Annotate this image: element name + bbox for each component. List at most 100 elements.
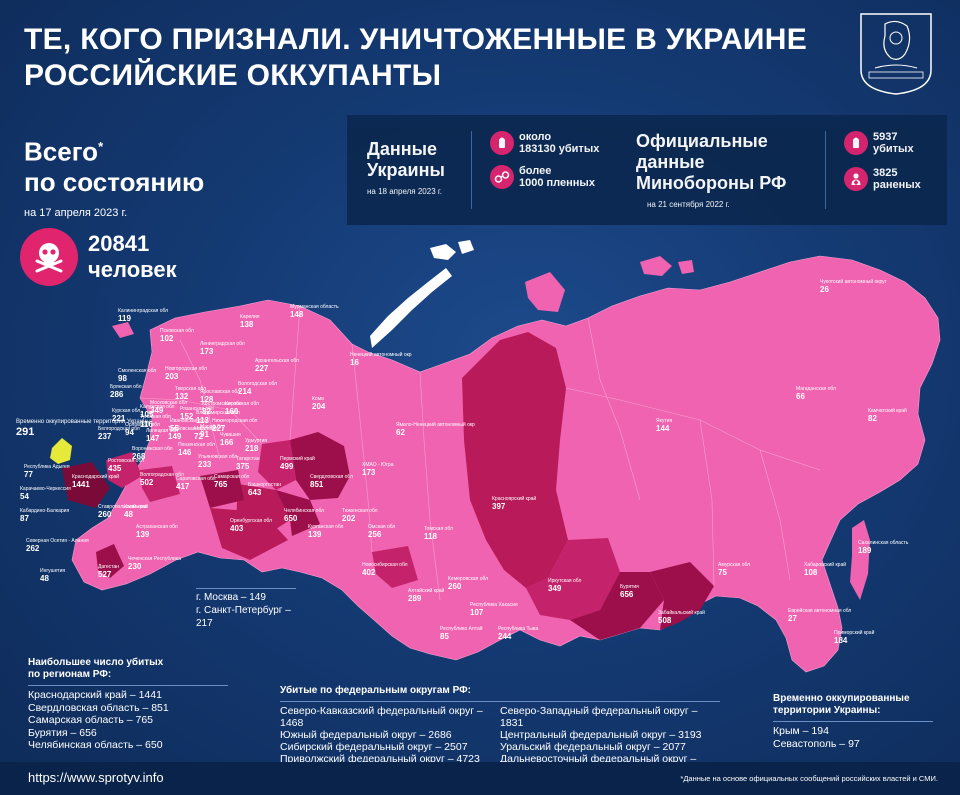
total-count-unit: человек xyxy=(88,257,177,282)
region-name: Тюменская обл xyxy=(342,508,378,514)
region-name: Ростовская обл xyxy=(108,458,144,464)
region-label-kemerovo: Кемеровская обл 260 xyxy=(448,576,488,591)
region-name: Ленинградская обл xyxy=(200,341,245,347)
region-value: 82 xyxy=(868,414,877,423)
region-value: 66 xyxy=(796,392,805,401)
region-label-tatarstan: Татарстан 375 xyxy=(236,456,260,471)
region-name: Кабардино-Балкария xyxy=(20,508,69,514)
region-name: Мурманская область xyxy=(290,304,339,310)
region-name: ХМАО - Югра xyxy=(362,462,394,468)
title-line-2: РОССИЙСКИЕ ОККУПАНТЫ xyxy=(24,59,442,92)
region-label-stavropol: Ставропольский край 260 xyxy=(98,503,148,519)
city-moscow: г. Москва – 149 xyxy=(196,592,266,603)
region-label-tyumen: Тюменская обл 202 xyxy=(342,508,378,523)
ukraine-killed-2: 183130 убитых xyxy=(519,143,600,155)
region-label-tuva: Республика Тыва 244 xyxy=(498,626,539,641)
region-name: Белгородская обл xyxy=(98,426,140,432)
ukraine-captured-1: более xyxy=(519,165,552,177)
buryatia-region xyxy=(570,572,664,640)
site-link[interactable]: https://www.sprotyv.info xyxy=(28,770,164,785)
ukraine-captured-2: 1000 пленных xyxy=(519,177,595,189)
region-name: Челябинская обл xyxy=(284,508,324,514)
region-label-krasnodar: Краснодарский край 1441 xyxy=(72,473,119,489)
region-name: Псковская обл xyxy=(160,328,194,334)
region-label-murmansk: Мурманская область 148 xyxy=(290,304,339,319)
franz-josef-island xyxy=(430,240,474,260)
region-label-kalmykia: Калмыкия 48 xyxy=(124,504,148,519)
region-label-volgograd: Волгоградская обл 502 xyxy=(140,472,184,487)
region-label-nizhny: Нижегородская обл 227 xyxy=(212,418,257,433)
region-label-kursk: Курская обл 221 xyxy=(112,408,140,423)
region-value: 397 xyxy=(492,502,506,511)
region-label-nenets: Ненецкий автономный окр 16 xyxy=(350,351,412,367)
region-value: 230 xyxy=(128,562,142,571)
region-label-vladimir: Владимирская обл 113 xyxy=(196,410,240,425)
federal-item: Уральский федеральный округ – 2077 xyxy=(500,741,686,753)
total-heading-1: Всего xyxy=(24,136,99,167)
region-value: 107 xyxy=(470,608,484,617)
region-label-pskov: Псковская обл 102 xyxy=(160,328,194,343)
region-value: 417 xyxy=(176,482,190,491)
region-label-omsk: Омская обл 256 xyxy=(368,524,395,539)
region-name: Кемеровская обл xyxy=(448,576,488,582)
region-name: Новгородская обл xyxy=(165,366,207,372)
region-label-leningrad: Ленинградская обл 173 xyxy=(200,341,245,356)
region-label-tver: Тверская обл 132 xyxy=(175,386,206,401)
region-name: Курская обл xyxy=(112,408,140,414)
ukraine-data-date: на 18 апреля 2023 г. xyxy=(367,187,443,196)
region-label-kaluga: Калужская обл 105 xyxy=(140,404,175,419)
region-value: 203 xyxy=(165,372,179,381)
region-label-tomsk: Томская обл 118 xyxy=(424,526,453,541)
divider xyxy=(28,685,228,686)
region-value: 403 xyxy=(230,524,244,533)
top-region-item: Свердловская область – 851 xyxy=(28,701,169,714)
region-value: 166 xyxy=(220,438,234,447)
region-label-astrakhan: Астраханская обл 139 xyxy=(136,524,178,539)
total-heading: Всего* по состоянию xyxy=(24,132,204,197)
volgograd-region xyxy=(140,466,180,502)
severnaya-zemlya-island xyxy=(525,272,565,312)
region-value: 349 xyxy=(548,584,562,593)
emblem-seal-icon xyxy=(860,13,932,95)
region-label-kurgan: Курганская обл 139 xyxy=(308,524,343,539)
footnote: *Данные на основе официальных сообщений … xyxy=(680,774,938,783)
region-value: 149 xyxy=(168,432,182,441)
region-label-orenburg: Оренбургская обл 403 xyxy=(230,518,272,533)
region-value: 160 xyxy=(225,407,239,416)
region-label-vologda: Вологодская обл 214 xyxy=(238,381,277,396)
region-label-krasnoyarsk: Красноярский край 397 xyxy=(492,495,536,511)
region-value: 27 xyxy=(788,614,797,623)
region-name: Коми xyxy=(312,396,324,402)
region-name: Курганская обл xyxy=(308,524,343,530)
krasnodar-region xyxy=(62,462,110,508)
region-name: Республика Алтай xyxy=(440,625,483,632)
region-name: Красноярский край xyxy=(492,495,536,502)
region-name: Оренбургская обл xyxy=(230,518,272,524)
region-label-udmurtia: Удмуртия 218 xyxy=(245,438,267,453)
region-label-bryansk: Брянская обл 286 xyxy=(110,384,142,399)
zabaikalsky-region xyxy=(650,562,714,630)
region-value: 55 xyxy=(170,424,179,433)
region-value: 94 xyxy=(125,428,134,437)
region-label-khabarovsk: Хабаровский край 108 xyxy=(804,561,846,577)
region-name: Тульская обл xyxy=(140,414,171,420)
region-value: 256 xyxy=(368,530,382,539)
region-value: 91 xyxy=(200,430,209,439)
region-value: 656 xyxy=(620,590,634,599)
title-line-1: ТЕ, КОГО ПРИЗНАЛИ. УНИЧТОЖЕННЫЕ В УКРАИН… xyxy=(24,23,808,56)
region-value: 148 xyxy=(290,310,304,319)
ukraine-title-2: Украины xyxy=(367,160,445,180)
irkutsk-region xyxy=(526,538,620,620)
asterisk: * xyxy=(98,139,104,154)
region-label-primorsky: Приморский край 184 xyxy=(834,629,875,645)
mod-data-date: на 21 сентября 2022 г. xyxy=(647,200,730,209)
region-name: Магаданская обл xyxy=(796,386,836,392)
region-label-rostov: Ростовская обл 435 xyxy=(108,458,144,473)
region-value: 227 xyxy=(212,424,226,433)
region-name: Иркутская обл xyxy=(548,578,581,584)
occupied-item: Севастополь – 97 xyxy=(773,737,860,750)
region-value: 113 xyxy=(196,416,209,425)
region-value: 105 xyxy=(140,410,154,419)
region-label-saratov: Саратовская обл 417 xyxy=(176,476,216,491)
divider xyxy=(471,131,472,209)
